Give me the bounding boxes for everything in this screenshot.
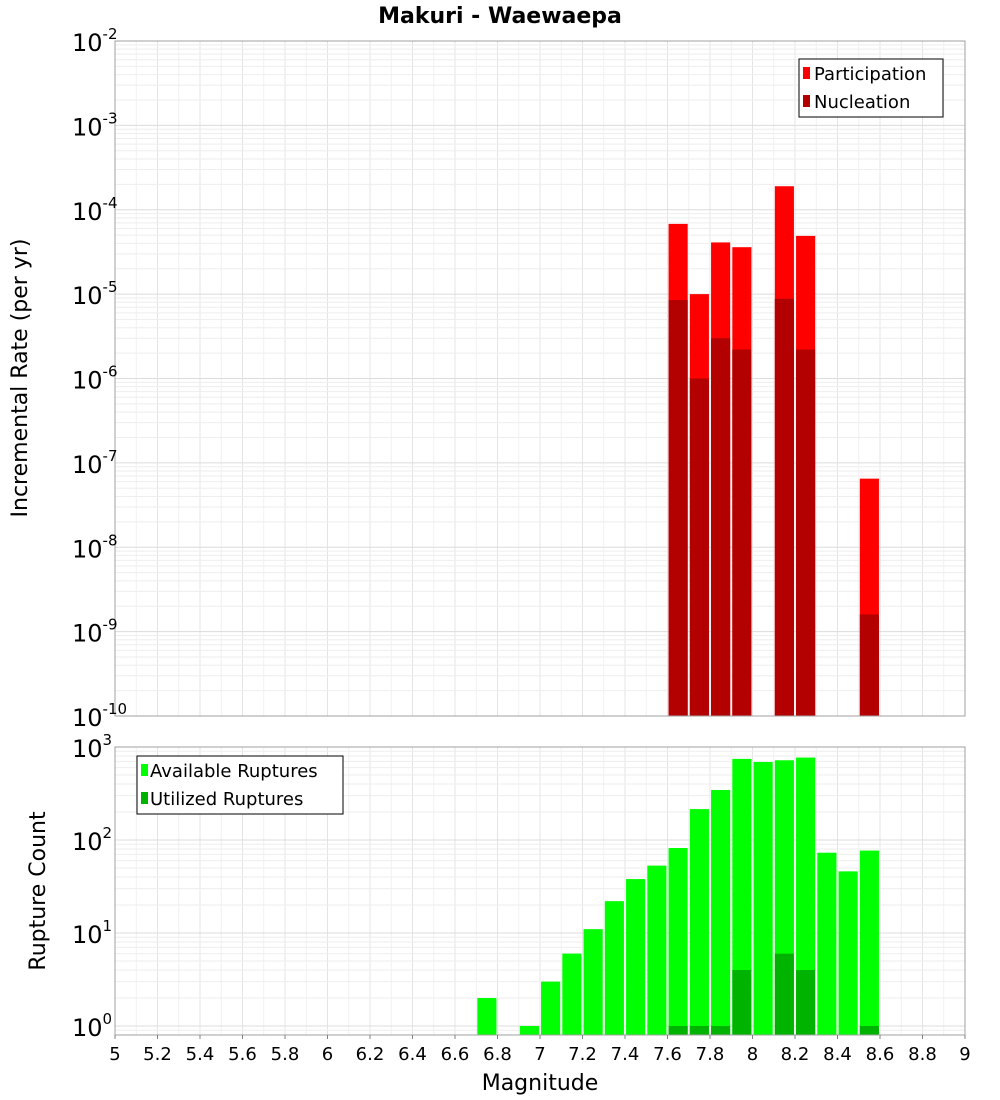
- bottom-bar-utilized-ruptures: [689, 1025, 709, 1035]
- x-tick-label: 5: [109, 1044, 120, 1065]
- top-y-axis-label: Incremental Rate (per yr): [8, 239, 33, 518]
- incremental-rate-plot: 10-10 10-9 10-8 10-7 10-6 10-5 10-4 10-3 10-2 In…: [8, 25, 966, 732]
- top-legend-box: [798, 58, 944, 118]
- bottom-bar-available-ruptures: [689, 809, 709, 1035]
- x-tick-label: 6.2: [356, 1044, 385, 1065]
- top-y-tick-label: 10-3: [72, 109, 118, 141]
- legend-label-utilized: Utilized Ruptures: [150, 789, 303, 810]
- legend-swatch-available: [141, 764, 148, 776]
- top-y-tick-label: 10-5: [72, 278, 118, 310]
- top-plot-frame: [114, 40, 966, 717]
- top-y-tick-label: 10-8: [72, 531, 118, 563]
- bottom-bar-available-ruptures: [817, 852, 837, 1035]
- x-tick-label: 6: [322, 1044, 333, 1065]
- legend-swatch-utilized: [141, 792, 148, 804]
- top-bar-nucleation: [796, 349, 816, 716]
- x-tick-label: 8.4: [823, 1044, 852, 1065]
- bottom-y-tick-label: 103: [72, 731, 112, 763]
- bottom-bar-available-ruptures: [753, 761, 773, 1035]
- bottom-bar-utilized-ruptures: [796, 969, 816, 1035]
- top-bar-nucleation: [859, 614, 879, 716]
- legend-label-participation: Participation: [814, 64, 926, 85]
- x-tick-label: 6.6: [441, 1044, 470, 1065]
- top-plot-bars: [668, 186, 879, 716]
- x-tick-label: 7.4: [611, 1044, 640, 1065]
- x-tick-label: 8.8: [908, 1044, 937, 1065]
- x-tick-label: 6.4: [398, 1044, 427, 1065]
- legend-swatch-nucleation: [803, 95, 810, 107]
- top-bar-nucleation: [711, 338, 731, 716]
- bottom-plot-y-ticks: 100 101 102 103: [72, 731, 112, 1042]
- bottom-bar-available-ruptures: [732, 758, 752, 1035]
- bottom-bar-available-ruptures: [604, 901, 624, 1035]
- bottom-bar-utilized-ruptures: [774, 953, 794, 1035]
- top-y-tick-label: 10-10: [72, 700, 127, 732]
- top-legend: Participation Nucleation: [798, 58, 944, 118]
- bottom-legend: Available Ruptures Utilized Ruptures: [136, 755, 344, 815]
- top-y-tick-label: 10-7: [72, 447, 118, 479]
- top-y-tick-label: 10-2: [72, 25, 118, 57]
- legend-label-nucleation: Nucleation: [814, 92, 910, 113]
- x-tick-label: 5.2: [143, 1044, 172, 1065]
- x-axis-ticks: 5 5.2 5.4 5.6 5.8 6 6.2 6.4 6.6 6.8 7 7.2 7.4 7.6 7.8 8…: [109, 1035, 971, 1065]
- bottom-bar-available-ruptures: [838, 871, 858, 1035]
- bottom-y-axis-label: Rupture Count: [26, 811, 51, 971]
- bottom-bar-available-ruptures: [519, 1025, 539, 1035]
- top-bar-nucleation: [668, 300, 688, 716]
- bottom-bar-available-ruptures: [626, 879, 646, 1035]
- bottom-bar-available-ruptures: [859, 850, 879, 1035]
- bottom-bar-available-ruptures: [541, 981, 561, 1035]
- legend-label-available: Available Ruptures: [150, 761, 318, 782]
- bottom-legend-box: [136, 755, 344, 815]
- x-tick-label: 5.8: [271, 1044, 300, 1065]
- chart-title: Makuri - Waewaepa: [378, 4, 622, 29]
- bottom-bar-utilized-ruptures: [711, 1025, 731, 1035]
- top-y-tick-label: 10-9: [72, 616, 118, 648]
- bottom-bar-utilized-ruptures: [732, 969, 752, 1035]
- top-bar-nucleation: [774, 298, 794, 716]
- bottom-bar-available-ruptures: [477, 997, 497, 1035]
- top-plot-grid: [115, 41, 965, 716]
- bottom-bar-available-ruptures: [796, 757, 816, 1035]
- bottom-bar-available-ruptures: [583, 929, 603, 1035]
- top-bar-nucleation: [732, 349, 752, 716]
- x-tick-label: 8: [747, 1044, 758, 1065]
- x-tick-label: 5.4: [186, 1044, 215, 1065]
- top-y-tick-label: 10-4: [72, 194, 118, 226]
- bottom-y-tick-label: 100: [72, 1010, 112, 1042]
- bottom-plot-bars: [477, 757, 879, 1035]
- x-tick-label: 8.6: [866, 1044, 895, 1065]
- x-tick-label: 7: [534, 1044, 545, 1065]
- bottom-bar-available-ruptures: [562, 953, 582, 1035]
- bottom-y-tick-label: 102: [72, 824, 112, 856]
- bottom-bar-available-ruptures: [647, 865, 667, 1035]
- bottom-bar-available-ruptures: [711, 789, 731, 1035]
- x-tick-label: 5.6: [228, 1044, 257, 1065]
- x-tick-label: 7.2: [568, 1044, 597, 1065]
- rupture-count-plot: 100 101 102 103 5 5.2 5.4 5.6 5.8 6 6.2 6.4 6.6 6.8 7…: [26, 731, 971, 1096]
- x-tick-label: 8.2: [781, 1044, 810, 1065]
- x-tick-label: 6.8: [483, 1044, 512, 1065]
- x-tick-label: 7.6: [653, 1044, 682, 1065]
- top-bar-nucleation: [689, 378, 709, 716]
- x-tick-label: 9: [959, 1044, 970, 1065]
- top-y-tick-label: 10-6: [72, 363, 118, 395]
- top-plot-y-ticks: 10-10 10-9 10-8 10-7 10-6 10-5 10-4 10-3 10-2: [72, 25, 127, 732]
- x-axis-label: Magnitude: [482, 1071, 599, 1096]
- x-tick-label: 7.8: [696, 1044, 725, 1065]
- bottom-y-tick-label: 101: [72, 917, 112, 949]
- bottom-bar-available-ruptures: [668, 848, 688, 1035]
- legend-swatch-participation: [803, 67, 810, 79]
- bottom-bar-utilized-ruptures: [668, 1025, 688, 1035]
- bottom-bar-utilized-ruptures: [859, 1025, 879, 1035]
